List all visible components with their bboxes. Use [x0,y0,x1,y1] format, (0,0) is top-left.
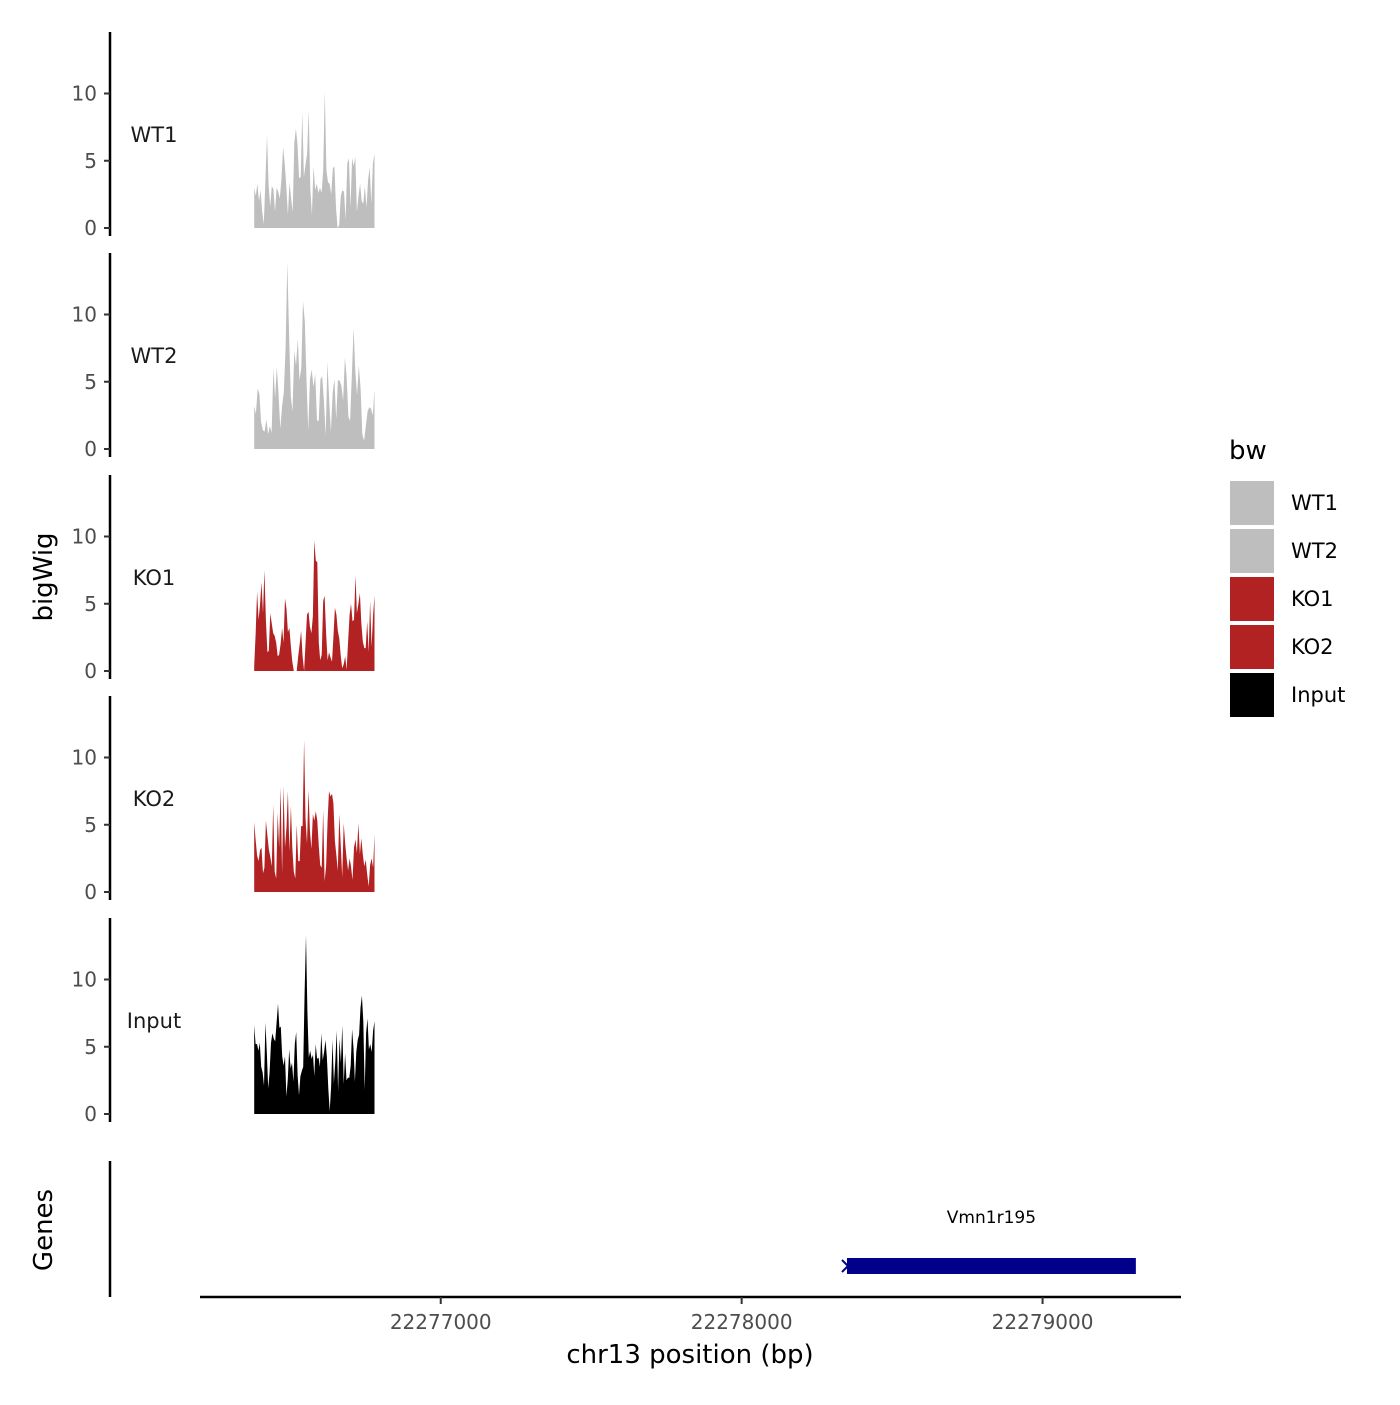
track-input: 0 5 10 Input [72,918,375,1126]
track-ko1: 0 5 10 KO1 [72,475,375,683]
y-tick-label: 5 [84,370,97,394]
legend-item-input: Input [1228,671,1345,719]
tracks-layer: 0 5 10 WT1 0 5 10 WT2 0 5 10 KO1 0 5 10 KO2 0 5 10 Input [72,32,375,1126]
y-axis-title: bigWig [29,532,59,621]
x-tick-label: 22279000 [992,1310,1094,1334]
x-tick-label: 22277000 [390,1310,492,1334]
y-tick-label: 0 [84,1102,97,1126]
signal-area-ko1 [254,540,375,671]
legend-key [1228,575,1276,623]
track-label: WT2 [131,344,178,368]
legend-key [1228,479,1276,527]
legend-item-wt1: WT1 [1228,479,1338,527]
y-tick-label: 0 [84,437,97,461]
track-wt2: 0 5 10 WT2 [72,253,375,461]
legend-label: KO1 [1291,587,1334,611]
legend-label: Input [1291,683,1345,707]
y-tick-label: 5 [84,1035,97,1059]
x-tick-label: 22278000 [691,1310,793,1334]
genes-panel: Vmn1r195 [108,1161,1136,1297]
y-tick-label: 5 [84,813,97,837]
legend-key [1228,671,1276,719]
y-tick-label: 0 [84,880,97,904]
y-tick-label: 10 [72,968,97,992]
legend-item-ko2: KO2 [1228,623,1334,671]
gene-body [846,1258,1136,1274]
track-ko2: 0 5 10 KO2 [72,696,375,904]
track-wt1: 0 5 10 WT1 [72,32,375,240]
signal-area-input [254,935,375,1114]
legend-label: WT2 [1291,539,1338,563]
y-tick-label: 10 [72,303,97,327]
track-label: KO2 [133,787,176,811]
legend-key [1228,623,1276,671]
y-tick-label: 10 [72,82,97,106]
legend-title: bw [1229,436,1267,466]
legend-item-ko1: KO1 [1228,575,1334,623]
y-tick-label: 0 [84,659,97,683]
legend-item-wt2: WT2 [1228,527,1338,575]
y-tick-label: 10 [72,746,97,770]
strand-arrow-icon [841,1259,850,1273]
signal-area-wt1 [254,90,375,228]
legend-label: KO2 [1291,635,1334,659]
x-axis: 22277000 22278000 22279000 [200,1295,1181,1334]
y-tick-label: 5 [84,592,97,616]
track-label: WT1 [131,123,178,147]
track-label: Input [127,1009,181,1033]
y-tick-label: 10 [72,525,97,549]
track-label: KO1 [133,566,176,590]
y-tick-label: 5 [84,149,97,173]
legend: bw WT1 WT2 KO1 KO2 Input [1228,436,1345,719]
gene-label: Vmn1r195 [947,1208,1036,1228]
x-axis-title: chr13 position (bp) [566,1340,813,1370]
genes-axis-title: Genes [29,1189,59,1271]
signal-area-ko2 [254,740,375,892]
gene-vmn1r195: Vmn1r195 [841,1208,1136,1274]
legend-key [1228,527,1276,575]
y-tick-label: 0 [84,216,97,240]
legend-label: WT1 [1291,491,1338,515]
signal-area-wt2 [254,262,375,449]
